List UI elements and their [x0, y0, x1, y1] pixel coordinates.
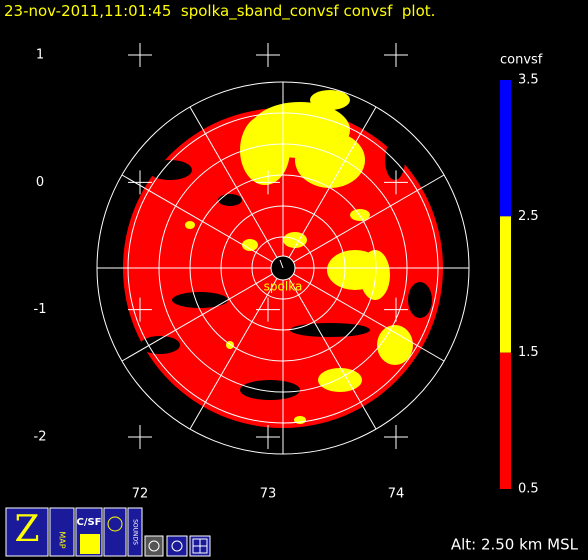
colorbar-tick-label: 2.5 — [518, 209, 539, 224]
sounds-label: SOUNDS — [132, 519, 139, 545]
y-tick-label: 1 — [36, 48, 44, 63]
toolbar: Z MAP C/SF SOUNDS — [5, 507, 211, 557]
map-label: MAP — [58, 531, 67, 548]
csf-label: C/SF — [76, 517, 101, 528]
colorbar-segment — [500, 216, 511, 353]
sounds-button[interactable] — [127, 507, 143, 557]
zoom-button[interactable] — [144, 535, 164, 557]
radar-field — [96, 81, 470, 455]
colorbar-tick-label: 0.5 — [518, 482, 539, 497]
colorbar-segment — [500, 80, 511, 217]
plot-title: 23-nov-2011,11:01:45 spolka_sband_convsf… — [4, 2, 436, 20]
y-tick-label: -2 — [34, 430, 47, 445]
x-tick-label: 74 — [388, 487, 405, 502]
station-label: spolka — [264, 280, 303, 294]
radar-button[interactable] — [103, 507, 127, 557]
z-button[interactable] — [5, 507, 49, 557]
altitude-label: Alt: 2.50 km MSL — [451, 536, 579, 554]
center-button[interactable] — [166, 535, 188, 557]
x-tick-label: 73 — [260, 487, 277, 502]
colorbar-tick-label: 3.5 — [518, 73, 539, 88]
colorbar-segment — [500, 352, 511, 489]
colorbar-tick-label: 1.5 — [518, 345, 539, 360]
x-tick-label: 72 — [132, 487, 149, 502]
colorbar-label: convsf — [500, 53, 543, 68]
y-tick-label: -1 — [34, 302, 47, 317]
map-button[interactable] — [49, 507, 75, 557]
svg-text:Z: Z — [14, 509, 39, 550]
y-tick-label: 0 — [36, 175, 44, 190]
